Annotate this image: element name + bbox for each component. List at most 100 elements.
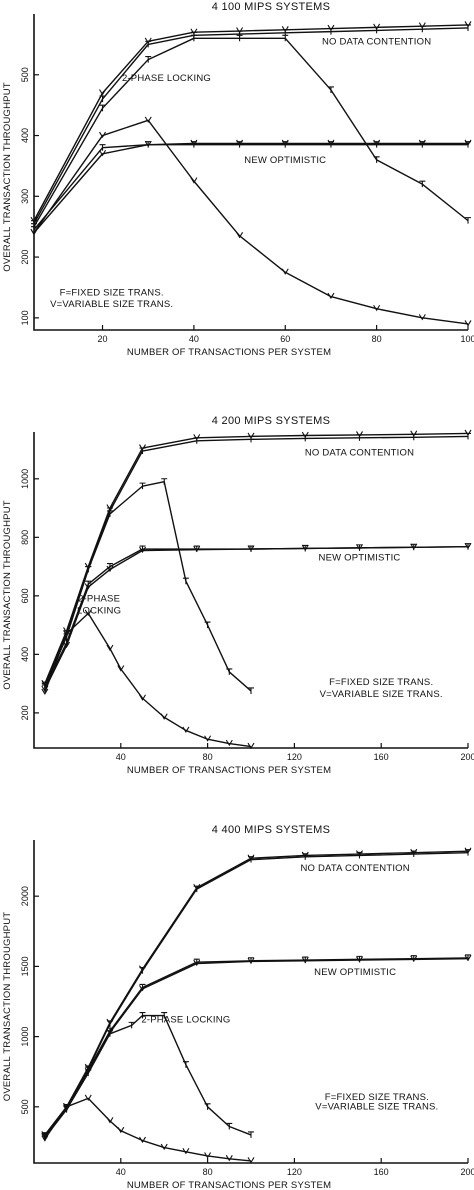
series-line-4	[33, 143, 468, 231]
data-point-marker	[204, 1152, 212, 1159]
y-tick-label: 500	[20, 67, 30, 82]
data-point-marker	[182, 577, 189, 585]
data-point-marker	[373, 139, 381, 147]
data-point-marker	[193, 545, 201, 553]
data-point-marker	[190, 177, 198, 184]
series-line-6	[44, 1097, 252, 1162]
data-point-marker	[160, 713, 168, 720]
data-point-marker	[410, 955, 418, 962]
data-point-marker	[106, 510, 113, 517]
data-point-marker	[99, 131, 106, 139]
data-point-marker	[85, 1069, 92, 1077]
data-point-marker	[117, 665, 125, 672]
series-line-5	[33, 142, 468, 234]
data-point-marker	[204, 735, 212, 742]
data-point-marker	[139, 482, 146, 490]
data-point-marker	[193, 437, 200, 444]
data-point-marker	[248, 687, 254, 694]
x-axis-label: NUMBER OF TRANSACTIONS PER SYSTEM	[127, 347, 331, 358]
x-tick-label: 60	[280, 334, 290, 344]
data-point-marker	[464, 542, 472, 550]
y-tick-label: 100	[20, 310, 30, 325]
y-tick-label: 600	[20, 588, 30, 603]
chart-annotation: F=FIXED SIZE TRANS.	[325, 1092, 429, 1103]
data-point-marker	[85, 580, 92, 588]
data-point-marker	[247, 957, 255, 965]
x-tick-label: 40	[116, 752, 126, 762]
x-tick-label: 20	[98, 334, 108, 344]
x-tick-label: 160	[374, 752, 389, 762]
data-point-marker	[464, 320, 472, 327]
y-tick-label: 400	[20, 647, 30, 662]
chart-annotation: V=VARIABLE SIZE TRANS.	[320, 689, 443, 700]
chart-panel-2: 4 200 MIPS SYSTEMS 40 80 120 160 200 200 400 600…	[2, 415, 474, 776]
series-line-3	[33, 37, 469, 228]
data-point-marker	[63, 630, 71, 637]
data-point-marker	[139, 694, 146, 701]
data-point-marker	[145, 56, 152, 63]
data-point-marker	[410, 850, 417, 858]
data-point-marker	[106, 1117, 114, 1124]
x-axis-label: NUMBER OF TRANSACTIONS PER SYSTEM	[127, 1180, 331, 1190]
data-point-marker	[99, 89, 106, 96]
y-axis-label: OVERALL TRANSACTION THROUGHPUT	[2, 912, 13, 1102]
data-point-marker	[144, 116, 152, 123]
x-tick-label: 80	[203, 1167, 213, 1177]
y-axis-label: OVERALL TRANSACTION THROUGHPUT	[2, 500, 13, 690]
chart-panel-1: 4 100 MIPS SYSTEMS 20 40 60 80 100 100 200 300 40…	[2, 1, 474, 358]
data-point-marker	[247, 1157, 255, 1164]
data-point-marker	[193, 885, 200, 893]
chart-annotation: NEW OPTIMISTIC	[314, 967, 396, 978]
x-tick-label: 40	[116, 1167, 126, 1177]
data-point-marker	[419, 180, 426, 188]
data-point-marker	[248, 1131, 254, 1138]
data-point-marker	[301, 544, 309, 552]
data-point-marker	[327, 86, 334, 93]
data-point-marker	[282, 34, 289, 42]
chart-annotation: 2-PHASE LOCKING	[122, 73, 211, 84]
chart-annotation: NO DATA CONTENTION	[322, 36, 431, 47]
data-point-marker	[373, 304, 381, 312]
chart-annotation: 2-PHASE LOCKING	[141, 1015, 230, 1026]
data-point-marker	[106, 644, 114, 652]
data-point-marker	[302, 434, 309, 442]
data-point-marker	[418, 314, 426, 321]
data-point-marker	[464, 139, 472, 147]
data-point-marker	[236, 139, 244, 147]
chart-annotation: F=FIXED SIZE TRANS.	[60, 287, 164, 298]
series-line-6	[33, 119, 469, 325]
data-point-marker	[226, 1122, 233, 1130]
data-point-marker	[419, 25, 426, 33]
series-line-6	[44, 612, 252, 748]
data-point-marker	[236, 232, 244, 239]
series-line-5	[44, 545, 469, 690]
data-point-marker	[190, 34, 197, 42]
series-line-1	[33, 24, 469, 221]
chart-annotation: NEW OPTIMISTIC	[244, 155, 326, 166]
axis-lines	[33, 432, 468, 749]
chart-annotation: F=FIXED SIZE TRANS.	[329, 677, 433, 688]
data-point-marker	[106, 563, 113, 570]
data-point-marker	[464, 954, 472, 962]
x-tick-label: 200	[460, 1167, 474, 1177]
data-point-marker	[465, 849, 471, 856]
y-tick-label: 1500	[20, 956, 30, 976]
x-axis-label: NUMBER OF TRANSACTIONS PER SYSTEM	[127, 765, 331, 776]
chart-title: 4 100 MIPS SYSTEMS	[212, 1, 331, 13]
data-point-marker	[139, 546, 146, 554]
data-point-marker	[327, 139, 335, 147]
y-tick-label: 500	[20, 1099, 30, 1114]
series-line-2	[33, 27, 469, 224]
y-tick-label: 200	[20, 705, 30, 720]
data-point-marker	[145, 40, 152, 48]
chart-annotation: V=VARIABLE SIZE TRANS.	[315, 1102, 438, 1113]
x-tick-label: 160	[374, 1167, 389, 1177]
data-point-marker	[41, 688, 49, 695]
x-tick-label: 120	[287, 1167, 302, 1177]
series-line-3	[44, 481, 252, 692]
data-point-marker	[327, 292, 335, 300]
axis-lines	[33, 840, 468, 1164]
data-point-marker	[281, 139, 289, 147]
y-tick-label: 200	[20, 250, 30, 265]
